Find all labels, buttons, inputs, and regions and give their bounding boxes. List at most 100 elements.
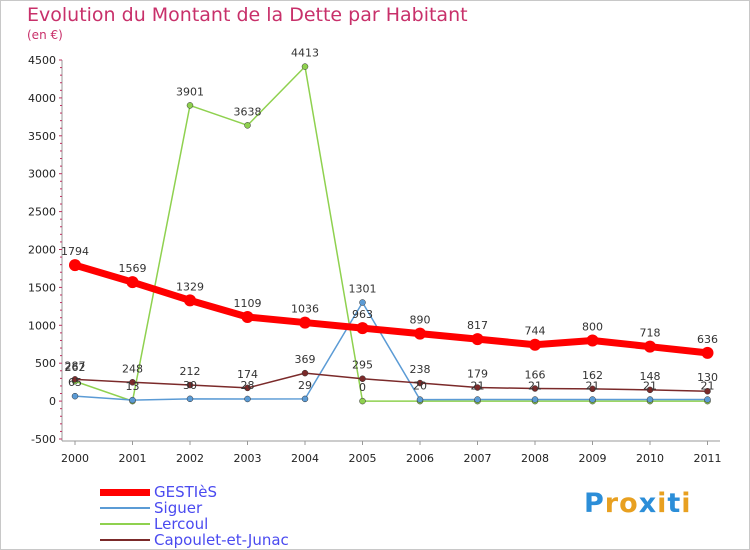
legend-swatch-lercoul — [100, 523, 150, 525]
data-label-siguer: 21 — [586, 380, 600, 393]
data-label-siguer: 21 — [643, 380, 657, 393]
y-tick-label: 2000 — [28, 244, 56, 257]
data-point-capoulet-et-junac — [646, 386, 654, 394]
x-tick-label: 2004 — [291, 452, 319, 465]
data-point-gesti-s — [586, 334, 599, 347]
y-tick-label: 0 — [49, 395, 56, 408]
data-label-siguer: 21 — [471, 380, 485, 393]
data-point-siguer — [646, 396, 654, 403]
data-point-siguer — [474, 396, 481, 403]
data-label-capoulet-et-junac: 166 — [525, 369, 546, 382]
proxiti-logo: Proxiti — [584, 488, 692, 519]
data-point-capoulet-et-junac — [704, 387, 711, 395]
y-tick-label: 4000 — [28, 92, 56, 105]
data-label-capoulet-et-junac: 295 — [352, 359, 373, 372]
data-point-capoulet-et-junac — [186, 381, 194, 389]
x-tick-label: 2007 — [464, 452, 492, 465]
data-point-gesti-s — [184, 294, 196, 307]
data-label-capoulet-et-junac: 174 — [237, 368, 258, 381]
data-label-capoulet-et-junac: 162 — [582, 369, 603, 382]
series-line-siguer — [74, 301, 708, 401]
data-label-capoulet-et-junac: 130 — [697, 371, 718, 384]
data-point-capoulet-et-junac — [71, 376, 79, 383]
logo-letter: x — [638, 488, 658, 519]
logo-letter: r — [604, 488, 620, 519]
data-label-siguer: 65 — [68, 376, 82, 389]
logo-letter: i — [681, 488, 692, 519]
data-point-siguer — [704, 396, 711, 403]
data-point-siguer — [589, 396, 596, 403]
data-point-gesti-s — [241, 311, 254, 324]
data-point-siguer — [416, 396, 424, 403]
data-label-gesti-s: 800 — [582, 320, 603, 333]
x-tick-label: 2005 — [349, 452, 377, 465]
data-point-gesti-s — [356, 322, 369, 335]
data-point-siguer — [359, 299, 366, 306]
data-point-capoulet-et-junac — [301, 369, 309, 377]
data-point-siguer — [531, 396, 539, 403]
logo-letter: P — [584, 488, 605, 519]
data-label-siguer: 13 — [126, 380, 140, 393]
legend-swatch-capoulet — [100, 539, 150, 541]
data-label-gesti-s: 1109 — [234, 297, 262, 310]
y-tick-label: 1000 — [28, 319, 56, 332]
data-point-gesti-s — [126, 276, 139, 289]
data-point-capoulet-et-junac — [129, 379, 136, 386]
data-label-gesti-s: 636 — [697, 333, 718, 346]
data-point-gesti-s — [529, 338, 541, 351]
logo-letter: o — [619, 488, 639, 519]
data-point-gesti-s — [701, 346, 714, 359]
data-point-siguer — [186, 395, 194, 403]
data-label-gesti-s: 1329 — [176, 280, 204, 293]
data-label-capoulet-et-junac: 369 — [295, 353, 316, 366]
data-label-siguer: 20 — [413, 380, 427, 393]
data-point-gesti-s — [471, 333, 484, 346]
data-label-gesti-s: 718 — [640, 327, 661, 340]
legend-label-capoulet: Capoulet-et-Junac — [154, 531, 289, 549]
data-point-lercoul — [359, 397, 366, 405]
x-tick-label: 2000 — [61, 452, 89, 465]
x-tick-label: 2003 — [234, 452, 262, 465]
x-tick-label: 2008 — [521, 452, 549, 465]
data-label-gesti-s: 963 — [352, 308, 373, 321]
series-layer — [69, 63, 714, 405]
legend-label-gesties: GESTIèS — [154, 483, 217, 501]
data-label-gesti-s: 1794 — [61, 245, 89, 258]
data-label-gesti-s: 1036 — [291, 303, 319, 316]
data-label-siguer: 28 — [241, 379, 255, 392]
logo-letter: i — [657, 488, 668, 519]
data-label-lercoul: 262 — [65, 361, 86, 374]
data-point-gesti-s — [299, 316, 311, 329]
y-tick-label: 3000 — [28, 168, 56, 181]
data-label-gesti-s: 744 — [525, 325, 546, 338]
data-point-siguer — [71, 392, 79, 400]
series-line-capoulet-et-junac — [74, 372, 708, 392]
x-tick-label: 2011 — [694, 452, 722, 465]
legend-swatch-gesties — [100, 489, 150, 496]
data-point-capoulet-et-junac — [531, 385, 539, 392]
y-tick-label: 3500 — [28, 130, 56, 143]
data-point-capoulet-et-junac — [589, 385, 596, 393]
data-point-siguer — [129, 396, 136, 404]
data-point-capoulet-et-junac — [416, 379, 424, 387]
x-tick-label: 2010 — [636, 452, 664, 465]
data-label-lercoul: 3638 — [234, 105, 262, 118]
data-label-capoulet-et-junac: 287 — [65, 359, 86, 372]
data-point-capoulet-et-junac — [244, 384, 251, 392]
data-point-capoulet-et-junac — [359, 375, 366, 382]
chart-title: Evolution du Montant de la Dette par Hab… — [27, 4, 468, 26]
data-label-siguer: 21 — [701, 380, 715, 393]
axes: -500 0 500 1000 1500 2000 2500 3000 3500 4000 4500… — [28, 54, 722, 465]
data-label-lercoul: 4413 — [291, 47, 319, 60]
data-point-lercoul — [186, 102, 194, 109]
data-label-capoulet-et-junac: 238 — [410, 363, 431, 376]
data-label-siguer: 1301 — [349, 282, 377, 295]
data-point-gesti-s — [69, 259, 81, 272]
data-label-capoulet-et-junac: 179 — [467, 368, 488, 381]
legend-swatch-siguer — [100, 507, 150, 509]
data-point-capoulet-et-junac — [474, 384, 481, 391]
data-point-lercoul — [244, 122, 251, 129]
x-tick-label: 2001 — [119, 452, 147, 465]
data-label-gesti-s: 1569 — [119, 262, 147, 275]
